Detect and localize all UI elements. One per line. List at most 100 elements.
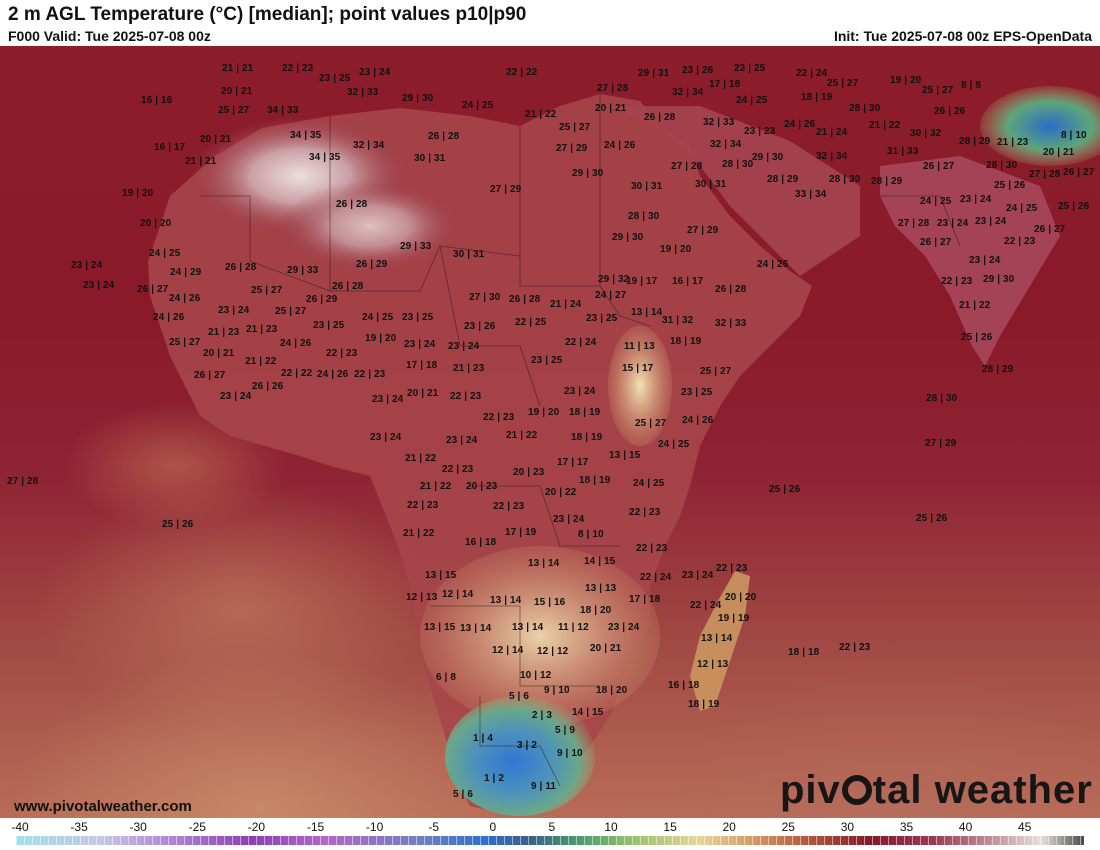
- point-value-label: 28 | 30: [926, 393, 958, 404]
- point-value-label: 18 | 19: [801, 92, 833, 103]
- point-value-label: 20 | 21: [203, 348, 235, 359]
- legend-tick-label: -15: [306, 820, 325, 834]
- point-value-label: 24 | 25: [736, 95, 768, 106]
- point-value-label: 30 | 31: [453, 249, 485, 260]
- point-value-label: 22 | 23: [629, 507, 661, 518]
- legend-tick-label: 0: [489, 820, 497, 834]
- point-value-label: 21 | 21: [222, 63, 254, 74]
- point-value-label: 14 | 15: [572, 707, 604, 718]
- point-value-label: 21 | 23: [208, 327, 240, 338]
- point-value-label: 22 | 23: [326, 348, 358, 359]
- point-value-label: 28 | 30: [849, 103, 881, 114]
- legend-tick-label: 15: [663, 820, 677, 834]
- point-value-label: 21 | 21: [185, 156, 217, 167]
- point-value-label: 25 | 27: [635, 418, 667, 429]
- legend-tick-label: 10: [604, 820, 618, 834]
- point-value-label: 22 | 23: [839, 642, 871, 653]
- point-value-label: 28 | 30: [986, 160, 1018, 171]
- map-header: 2 m AGL Temperature (°C) [median]; point…: [0, 0, 1100, 46]
- point-value-label: 27 | 28: [7, 476, 39, 487]
- point-value-label: 18 | 19: [569, 407, 601, 418]
- point-value-label: 32 | 33: [703, 117, 735, 128]
- africa-land: [148, 94, 812, 814]
- point-value-label: 23 | 24: [220, 391, 252, 402]
- point-value-label: 9 | 10: [557, 748, 583, 759]
- point-value-label: 22 | 23: [407, 500, 439, 511]
- point-value-label: 23 | 24: [682, 570, 714, 581]
- point-value-label: 34 | 35: [290, 130, 322, 141]
- point-value-label: 12 | 14: [492, 645, 524, 656]
- point-value-label: 22 | 24: [690, 600, 722, 611]
- point-value-label: 22 | 22: [506, 67, 538, 78]
- point-value-label: 23 | 24: [937, 218, 969, 229]
- point-value-label: 23 | 24: [448, 341, 480, 352]
- point-value-label: 23 | 24: [975, 216, 1007, 227]
- point-value-label: 27 | 30: [469, 292, 501, 303]
- point-value-label: 23 | 24: [218, 305, 250, 316]
- point-value-label: 13 | 15: [609, 450, 641, 461]
- legend-tick-label: 30: [840, 820, 855, 834]
- point-value-label: 25 | 26: [994, 180, 1026, 191]
- point-value-label: 20 | 21: [590, 643, 622, 654]
- temperature-map[interactable]: 21 | 21 22 | 23 23 | 25 23 | 24 16 | 16 20 | …: [0, 46, 1100, 818]
- point-value-label: 16 | 17: [154, 142, 186, 153]
- point-value-label: 21 | 24: [816, 127, 848, 138]
- point-value-label: 2 | 3: [532, 710, 552, 721]
- point-value-label: 27 | 28: [898, 218, 930, 229]
- point-value-label: 23 | 26: [682, 65, 714, 76]
- point-value-label: 5 | 6: [453, 789, 473, 800]
- point-value-label: 24 | 26: [153, 312, 185, 323]
- point-value-label: 23 | 24: [83, 280, 115, 291]
- point-value-label: 25 | 26: [961, 332, 993, 343]
- legend-tick-label: 5: [548, 820, 556, 834]
- point-value-label: 24 | 26: [280, 338, 312, 349]
- point-value-label: 23 | 25: [734, 63, 766, 74]
- point-value-label: 24 | 29: [170, 267, 202, 278]
- point-value-label: 17 | 19: [505, 527, 537, 538]
- point-value-label: 29 | 30: [402, 93, 434, 104]
- point-value-label: 23 | 24: [404, 339, 436, 350]
- point-value-label: 32 | 34: [710, 139, 742, 150]
- point-value-label: 23 | 24: [370, 432, 402, 443]
- map-title: 2 m AGL Temperature (°C) [median]; point…: [8, 4, 527, 25]
- arabia-land: [610, 106, 860, 276]
- point-value-label: 28 | 29: [871, 176, 903, 187]
- point-value-label: 22 | 23: [716, 563, 748, 574]
- point-value-label: 23 | 24: [71, 260, 103, 271]
- point-value-label: 24 | 26: [757, 259, 789, 270]
- point-value-label: 27 | 28: [671, 161, 703, 172]
- point-value-label: 13 | 15: [425, 570, 457, 581]
- point-value-label: 24 | 25: [362, 312, 394, 323]
- point-value-label: 25 | 26: [1058, 201, 1090, 212]
- point-value-label: 20 | 21: [595, 103, 627, 114]
- point-value-label: 19 | 20: [528, 407, 560, 418]
- point-value-label: 32 | 34: [672, 87, 704, 98]
- point-value-label: 22 | 24: [640, 572, 672, 583]
- point-value-label: 23 | 25: [313, 320, 345, 331]
- point-value-label: 15 | 17: [622, 363, 654, 374]
- legend-tick-label: 45: [1018, 820, 1032, 834]
- point-value-label: 21 | 24: [550, 299, 582, 310]
- point-value-label: 21 | 23: [246, 324, 278, 335]
- point-value-label: 26 | 28: [509, 294, 541, 305]
- point-value-label: 30 | 31: [414, 153, 446, 164]
- point-value-label: 23 | 24: [960, 194, 992, 205]
- point-value-label: 19 | 19: [718, 613, 750, 624]
- point-value-label: 31 | 32: [662, 315, 694, 326]
- point-value-label: 1 | 2: [484, 773, 504, 784]
- legend-tick-label: -10: [365, 820, 384, 834]
- point-value-label: 23 | 24: [446, 435, 478, 446]
- point-value-label: 25 | 27: [700, 366, 732, 377]
- point-value-label: 24 | 26: [682, 415, 714, 426]
- point-value-label: 32 | 34: [353, 140, 385, 151]
- point-value-label: 25 | 27: [559, 122, 591, 133]
- point-value-label: 30 | 31: [695, 179, 727, 190]
- logo-o-gear-icon: [841, 775, 872, 805]
- point-value-label: 26 | 27: [1034, 224, 1066, 235]
- point-value-label: 18 | 20: [596, 685, 628, 696]
- site-url[interactable]: www.pivotalweather.com: [14, 798, 192, 815]
- point-value-label: 29 | 33: [287, 265, 319, 276]
- point-value-label: 28 | 29: [982, 364, 1014, 375]
- point-value-label: 22 | 23: [941, 276, 973, 287]
- point-value-label: 22 | 23: [442, 464, 474, 475]
